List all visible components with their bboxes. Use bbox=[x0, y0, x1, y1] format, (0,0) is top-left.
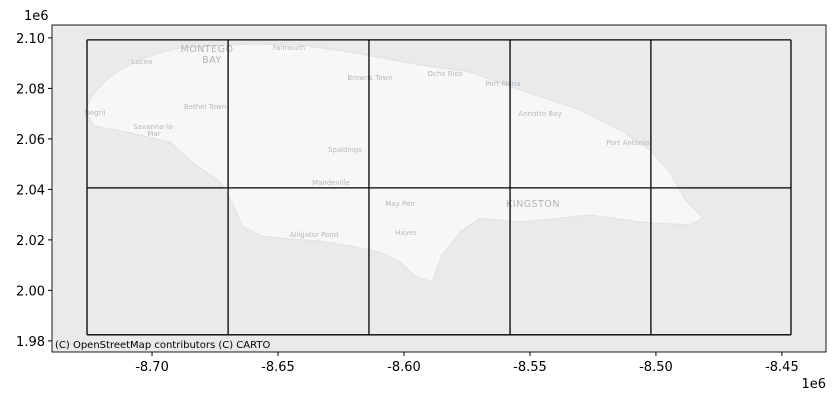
map-label: Port Maria bbox=[485, 80, 521, 88]
map-label: Mar bbox=[147, 130, 160, 138]
land bbox=[84, 43, 704, 283]
y-tick-label: 2.08 bbox=[16, 82, 45, 97]
attribution: (C) OpenStreetMap contributors (C) CARTO bbox=[55, 340, 270, 351]
y-offset-label: 1e6 bbox=[24, 9, 49, 24]
x-tick-label: -8.65 bbox=[261, 360, 295, 375]
map-label: MONTEGO bbox=[181, 44, 234, 55]
y-tick-label: 2.04 bbox=[16, 183, 45, 198]
y-tick-label: 2.06 bbox=[16, 133, 45, 148]
map-label: Annotto Bay bbox=[518, 110, 561, 118]
map-labels: MONTEGO BAY Falmouth Lucea Browns Town O… bbox=[85, 44, 650, 239]
map-label: Mandeville bbox=[312, 179, 350, 187]
map-label: May Pen bbox=[385, 200, 414, 208]
map-label: Ocho Rios bbox=[427, 70, 462, 78]
map-label: Spaldings bbox=[328, 146, 362, 154]
map-label: BAY bbox=[202, 55, 222, 66]
map-label: Alligator Pond bbox=[290, 231, 339, 239]
map-label: Port Antonio bbox=[606, 139, 649, 147]
y-tick-label: 2.00 bbox=[16, 284, 45, 299]
x-tick-label: -8.70 bbox=[135, 360, 169, 375]
map-label: Falmouth bbox=[273, 44, 305, 52]
x-tick-label: -8.50 bbox=[639, 360, 673, 375]
map-label: Negril bbox=[85, 109, 106, 117]
map-label: Browns Town bbox=[347, 74, 392, 82]
x-tick-label: -8.60 bbox=[387, 360, 421, 375]
map-label: KINGSTON bbox=[506, 199, 560, 210]
y-tick-label: 2.10 bbox=[16, 32, 45, 47]
x-tick-label: -8.55 bbox=[513, 360, 547, 375]
x-offset-label: 1e6 bbox=[801, 377, 826, 392]
map-label: Bethel Town bbox=[184, 103, 226, 111]
x-tick-label: -8.45 bbox=[765, 360, 799, 375]
map-label: Hayes bbox=[395, 229, 417, 237]
map-label: Savanna-la- bbox=[133, 123, 175, 131]
map-label: Lucea bbox=[132, 58, 153, 66]
y-tick-label: 2.02 bbox=[16, 234, 45, 249]
axes-frame bbox=[51, 24, 827, 353]
y-tick-label: 1.98 bbox=[16, 335, 45, 350]
